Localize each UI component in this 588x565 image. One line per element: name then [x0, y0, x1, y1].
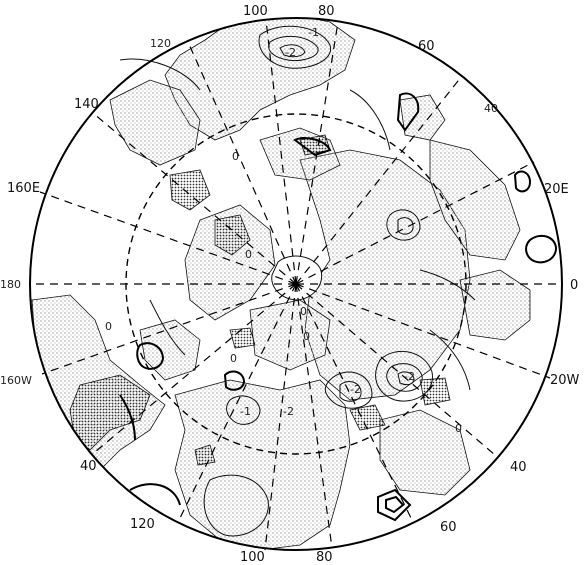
- lon-label-20w: 20W: [550, 373, 580, 388]
- contour-label: -2: [285, 46, 296, 59]
- lon-label-60-top: 60: [418, 39, 435, 54]
- contour-label: -2: [404, 370, 415, 383]
- lon-label-160e: 160E: [7, 181, 40, 196]
- lon-label-0: 0: [570, 278, 578, 293]
- contour-label: -1: [308, 26, 319, 39]
- contour-label: 0: [232, 150, 239, 163]
- contour-label: 0: [105, 320, 112, 333]
- lon-label-80-top: 80: [318, 4, 335, 19]
- contour-label: 0: [245, 248, 252, 261]
- dark-stippled-regions: [69, 134, 451, 466]
- lon-label-120-bottom: 120: [130, 517, 155, 532]
- contour-label: -1: [240, 405, 251, 418]
- contour-label: 0: [300, 305, 307, 318]
- outer-boundary-circle: [29, 17, 563, 551]
- contour-label: 0: [303, 330, 310, 343]
- lon-label-40-bottom-left: 40: [80, 459, 97, 474]
- lon-label-100-top: 100: [243, 4, 268, 19]
- lon-label-40-bottom-right: 40: [510, 460, 527, 475]
- contour-label: -2: [283, 405, 294, 418]
- contour-lines: [119, 25, 476, 537]
- lon-label-80-bottom: 80: [316, 550, 333, 565]
- lon-label-40-top: 40: [484, 102, 498, 115]
- lon-label-120-top: 120: [150, 37, 171, 50]
- contour-label: 0: [455, 422, 462, 435]
- lon-label-60-bottom: 60: [440, 520, 457, 535]
- lon-label-100-bottom: 100: [240, 550, 265, 565]
- lon-label-140: 140: [74, 97, 99, 112]
- lon-label-20e: 20E: [544, 182, 569, 197]
- meridian-lines: [30, 19, 560, 551]
- longitude-labels: 100 80 120 60 140 40 160E 20E 180 0 160W…: [0, 4, 580, 565]
- contour-label: -2: [350, 383, 361, 396]
- contour-value-labels: -2 -1 0 0 0 0 -2 -2 -2 0 0 -1 0: [105, 26, 462, 435]
- lon-label-160w: 160W: [0, 374, 32, 387]
- contour-label: 0: [230, 352, 237, 365]
- lon-label-180: 180: [0, 278, 21, 291]
